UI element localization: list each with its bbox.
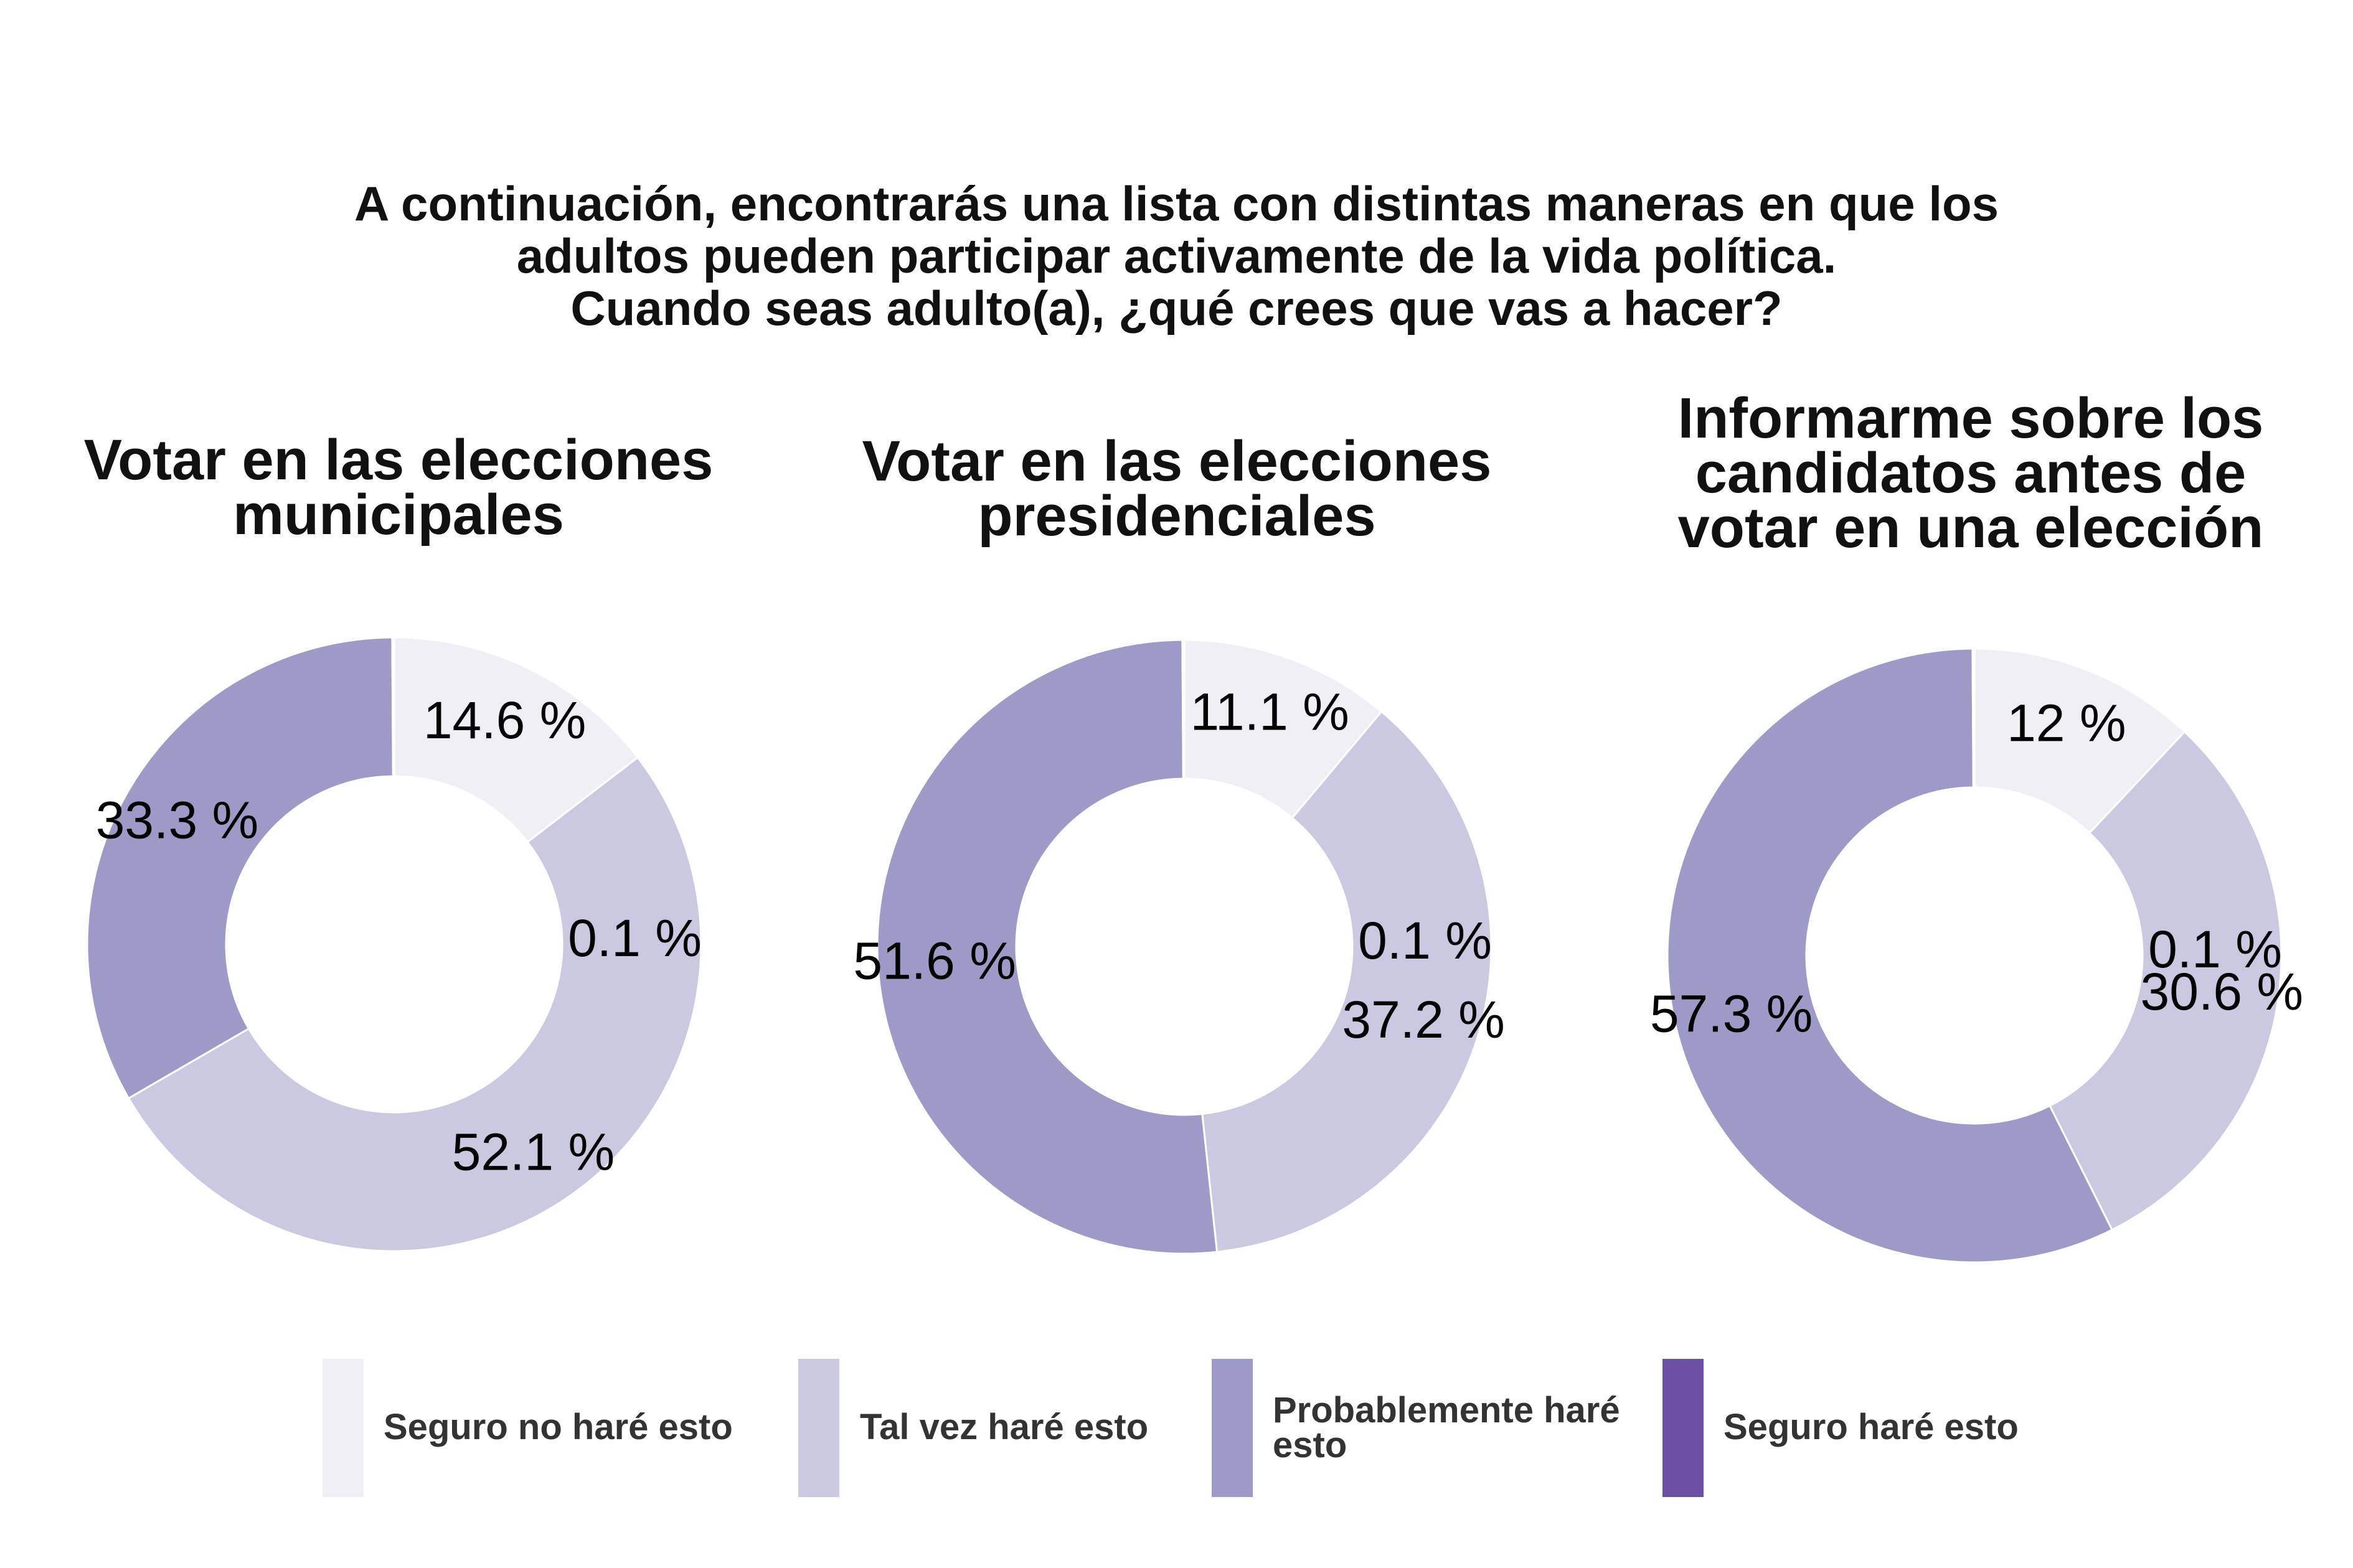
donut-0-label-seguro-si: 0.1 % (568, 909, 702, 967)
main-title: A continuación, encontrarás una lista co… (354, 176, 1999, 336)
donut-0-slice-tal-vez (127, 756, 702, 1252)
legend-swatch-tal-vez (798, 1359, 839, 1497)
donut-2-slice-seguro-si (1971, 647, 1976, 789)
donut-0-slice-seguro-no (393, 636, 639, 843)
legend-label-seguro-no: Seguro no haré esto (384, 1407, 733, 1447)
donut-0-label-tal-vez: 52.1 % (452, 1123, 615, 1181)
donut-1-slice-probablemente (876, 639, 1219, 1255)
legend-swatch-seguro-si (1662, 1359, 1704, 1497)
donut-0-slice-probablemente (86, 636, 394, 1100)
panel-title-municipales: Votar en las elecciones municipales (83, 428, 714, 547)
donut-2-label-tal-vez: 30.6 % (2141, 962, 2304, 1021)
donut-1-label-seguro-no: 11.1 % (1191, 683, 1349, 741)
donut-2-slice-probablemente (1666, 647, 2114, 1264)
donut-1-label-seguro-si: 0.1 % (1358, 911, 1492, 970)
donut-0-slice-seguro-si (391, 636, 395, 777)
legend-swatch-seguro-no (323, 1359, 364, 1497)
donut-2-label-probablemente: 57.3 % (1650, 985, 1813, 1043)
donut-1-label-probablemente: 51.6 % (853, 932, 1016, 990)
donut-1-slice-seguro-no (1183, 639, 1383, 820)
donut-2-slice-tal-vez (2049, 730, 2283, 1231)
panel-title-informarme: Informarme sobre los candidatos antes de… (1677, 387, 2264, 560)
donut-2-label-seguro-no: 12 % (2007, 694, 2126, 753)
legend-swatch-probablemente (1212, 1359, 1253, 1497)
legend-label-seguro-si: Seguro haré esto (1723, 1407, 2019, 1447)
legend-label-tal-vez: Tal vez haré esto (860, 1407, 1149, 1447)
legend-label-probablemente: Probablemente haré esto (1273, 1390, 1620, 1465)
donut-2-label-seguro-si: 0.1 % (2148, 920, 2282, 979)
donut-1-slice-seguro-si (1181, 639, 1186, 780)
donut-0-label-seguro-no: 14.6 % (423, 691, 587, 749)
donut-1-slice-tal-vez (1201, 710, 1492, 1253)
panel-title-presidenciales: Votar en las elecciones presidenciales (862, 430, 1492, 548)
donut-1-label-tal-vez: 37.2 % (1342, 990, 1505, 1049)
donut-0-label-probablemente: 33.3 % (96, 791, 259, 850)
